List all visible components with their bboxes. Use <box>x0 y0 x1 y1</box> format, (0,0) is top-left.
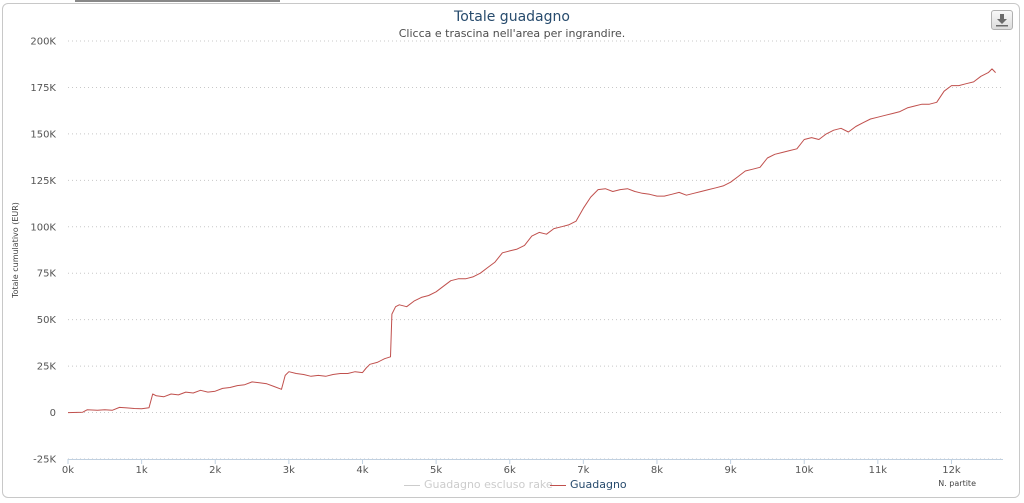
x-tick-label: 1k <box>136 465 148 476</box>
y-tick-label: 125K <box>30 176 56 187</box>
chart-title: Totale guadagno <box>454 9 570 25</box>
x-tick-label: 7k <box>577 465 589 476</box>
legend-swatch <box>404 484 420 486</box>
x-tick-label: 6k <box>504 465 516 476</box>
x-tick-label: 9k <box>725 465 737 476</box>
y-tick-label: 25K <box>37 362 57 373</box>
x-tick-label: 3k <box>283 465 295 476</box>
x-tick-label: 2k <box>209 465 221 476</box>
y-tick-label: 50K <box>37 315 57 326</box>
x-tick-label: 5k <box>430 465 442 476</box>
x-tick-label: 12k <box>942 465 961 476</box>
y-tick-label: 200K <box>30 37 56 48</box>
y-tick-label: 0 <box>50 408 56 419</box>
legend-swatch <box>550 484 566 486</box>
legend-item-guadagno[interactable]: Guadagno <box>550 478 627 491</box>
top-divider <box>75 0 280 2</box>
legend-label: Guadagno escluso rake <box>424 478 553 491</box>
y-axis-title: Totale cumulativo (EUR) <box>11 202 20 299</box>
series-line-guadagno <box>67 68 996 414</box>
x-tick-label: 4k <box>356 465 368 476</box>
x-tick-label: 10k <box>795 465 814 476</box>
x-tick-label: 8k <box>651 465 663 476</box>
export-button[interactable] <box>991 10 1013 30</box>
y-tick-label: -25K <box>33 455 56 466</box>
legend-item-guadagno-escluso-rake[interactable]: Guadagno escluso rake <box>404 478 553 491</box>
x-tick-label: 0k <box>62 465 74 476</box>
chart-subtitle: Clicca e trascina nell'area per ingrandi… <box>398 27 626 40</box>
y-tick-label: 150K <box>30 129 56 140</box>
y-tick-label: 100K <box>30 222 56 233</box>
x-axis-title: N. partite <box>938 479 976 488</box>
legend-label: Guadagno <box>570 478 627 491</box>
download-icon <box>996 14 1008 27</box>
x-tick-label: 11k <box>869 465 888 476</box>
y-tick-label: 75K <box>37 269 57 280</box>
y-tick-label: 175K <box>30 83 56 94</box>
